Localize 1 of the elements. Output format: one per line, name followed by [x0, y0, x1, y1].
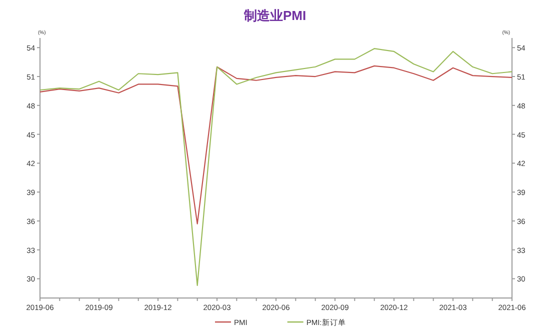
chart-title: 制造业PMI	[242, 8, 306, 23]
